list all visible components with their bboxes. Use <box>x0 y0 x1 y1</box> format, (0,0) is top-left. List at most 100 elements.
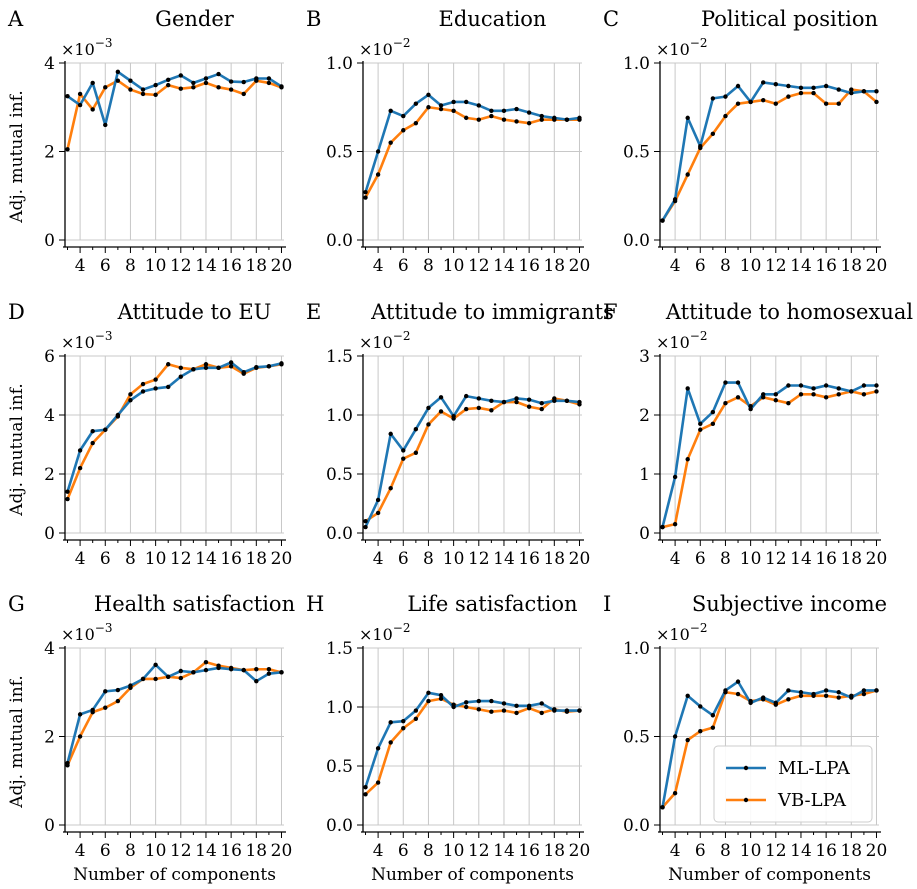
data-point-ml-lpa <box>279 361 284 366</box>
data-point-vb-lpa <box>438 696 444 701</box>
y-tick-label: 1.0 <box>326 54 353 74</box>
data-point-ml-lpa <box>577 115 582 121</box>
legend-box <box>713 745 873 823</box>
x-tick-label: 16 <box>518 256 540 276</box>
data-point-ml-lpa <box>191 367 196 372</box>
panel-letter: B <box>306 7 321 31</box>
data-point-ml-lpa <box>849 695 854 700</box>
data-point-ml-lpa <box>241 667 246 673</box>
x-tick-label: 12 <box>170 841 192 861</box>
data-point-ml-lpa <box>254 365 259 370</box>
y-tick-label: 1.0 <box>326 698 353 718</box>
scale-base: ×10 <box>61 625 95 644</box>
data-point-vb-lpa <box>735 101 741 106</box>
x-tick-label: 20 <box>271 841 293 861</box>
data-point-vb-lpa <box>811 90 816 96</box>
data-point-vb-lpa <box>77 91 83 97</box>
series-line-ml-lpa <box>66 361 282 493</box>
data-point-ml-lpa <box>65 93 70 99</box>
scale-exponent: −3 <box>95 621 113 635</box>
data-point-ml-lpa <box>90 429 95 434</box>
data-point-vb-lpa <box>128 392 133 397</box>
x-tick-label: 4 <box>75 256 86 276</box>
data-point-vb-lpa <box>823 101 829 106</box>
panel-title: Life satisfaction <box>407 592 577 616</box>
y-tick-label: 4 <box>44 54 55 74</box>
data-point-vb-lpa <box>153 377 158 382</box>
panel-letter: G <box>8 592 25 616</box>
data-point-vb-lpa <box>539 406 544 412</box>
panel-letter: I <box>603 592 611 616</box>
data-point-vb-lpa <box>786 697 791 702</box>
panel-letter: F <box>603 300 618 324</box>
data-point-vb-lpa <box>140 381 146 387</box>
series-line-ml-lpa <box>364 93 580 193</box>
data-point-ml-lpa <box>216 365 221 370</box>
x-tick-label: 12 <box>765 256 787 276</box>
series-line-ml-lpa <box>66 663 282 764</box>
data-point-ml-lpa <box>191 670 196 675</box>
data-point-vb-lpa <box>874 389 879 394</box>
panel-letter: D <box>8 300 25 324</box>
data-point-ml-lpa <box>153 662 158 668</box>
data-point-vb-lpa <box>539 710 544 716</box>
data-point-ml-lpa <box>710 96 716 101</box>
panel-title: Attitude to EU <box>117 300 272 324</box>
data-point-vb-lpa <box>153 676 158 682</box>
scale-base: ×10 <box>61 333 95 352</box>
data-point-ml-lpa <box>115 687 121 693</box>
data-point-vb-lpa <box>363 792 368 797</box>
scale-exponent: −3 <box>95 329 113 343</box>
data-point-ml-lpa <box>464 393 469 399</box>
data-point-ml-lpa <box>698 704 703 709</box>
data-point-ml-lpa <box>103 122 108 128</box>
x-tick-label: 12 <box>170 256 192 276</box>
data-point-ml-lpa <box>90 707 95 713</box>
data-point-ml-lpa <box>761 695 766 700</box>
scale-exponent: −2 <box>393 36 411 50</box>
axis-scale-factor: ×10−2 <box>656 329 707 352</box>
y-tick-label: 1.5 <box>326 347 353 367</box>
data-point-vb-lpa <box>489 113 494 119</box>
y-axis-label: Adj. mutual inf. <box>7 383 27 517</box>
y-tick-label: 0.5 <box>623 728 650 748</box>
series-line-vb-lpa <box>364 697 580 796</box>
data-point-vb-lpa <box>489 709 494 714</box>
data-point-vb-lpa <box>401 726 406 731</box>
data-point-ml-lpa <box>451 704 456 710</box>
x-tick-label: 4 <box>75 841 86 861</box>
data-point-vb-lpa <box>710 131 716 136</box>
x-tick-label: 12 <box>468 549 490 569</box>
x-tick-label: 8 <box>423 841 434 861</box>
scale-exponent: −2 <box>690 36 708 50</box>
data-point-ml-lpa <box>438 103 444 108</box>
data-point-ml-lpa <box>761 80 766 85</box>
data-point-ml-lpa <box>552 398 557 404</box>
data-point-vb-lpa <box>514 710 519 716</box>
y-tick-label: 0.0 <box>623 816 650 836</box>
data-point-ml-lpa <box>228 79 234 84</box>
axis-scale-factor: ×10−2 <box>359 329 410 352</box>
legend-label: VB-LPA <box>777 790 847 811</box>
data-point-ml-lpa <box>401 113 406 119</box>
x-tick-label: 16 <box>815 549 837 569</box>
data-point-ml-lpa <box>685 386 690 391</box>
data-point-vb-lpa <box>773 101 778 106</box>
data-point-ml-lpa <box>710 409 716 415</box>
x-tick-label: 8 <box>125 256 136 276</box>
data-point-vb-lpa <box>266 80 272 86</box>
series-line-vb-lpa <box>661 88 878 222</box>
data-point-vb-lpa <box>191 85 196 90</box>
panel-letter: C <box>603 7 619 31</box>
legend-marker <box>743 797 749 803</box>
data-point-vb-lpa <box>438 409 444 414</box>
data-point-ml-lpa <box>861 89 867 94</box>
panel-e: 4 6 8 10 12 14 16 18 20 0.0 0.5 1.0 1.5 ×10−2 E Attitud… <box>306 300 614 569</box>
axis-scale-factor: ×10−3 <box>61 36 112 59</box>
data-point-ml-lpa <box>786 383 791 388</box>
data-point-ml-lpa <box>464 700 469 705</box>
x-tick-label: 10 <box>145 549 167 569</box>
data-point-ml-lpa <box>823 688 829 693</box>
